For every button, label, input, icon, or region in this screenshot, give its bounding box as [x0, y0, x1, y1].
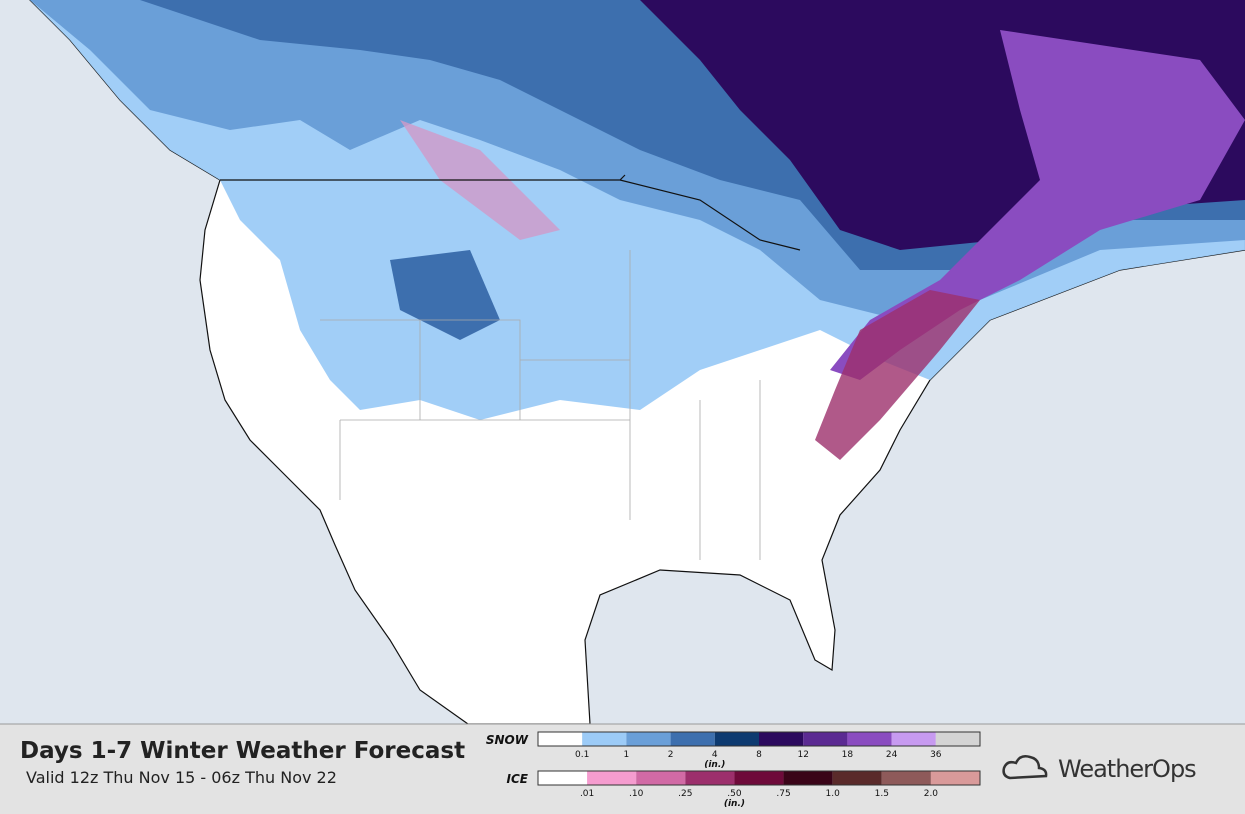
ice-swatch	[832, 771, 882, 785]
snow-tick: 18	[842, 750, 854, 760]
snow-tick: 12	[797, 750, 808, 760]
ice-swatch	[636, 771, 686, 785]
state-lines	[320, 250, 761, 560]
ice-swatch	[538, 771, 588, 785]
snow-frame	[537, 731, 981, 747]
ice-tick: 2.0	[924, 789, 939, 799]
ice-swatch	[783, 771, 833, 785]
ice-tick: .25	[678, 789, 692, 799]
snow-swatch	[847, 732, 892, 746]
snow-tick: 1	[624, 750, 630, 760]
snow-swatch	[582, 732, 627, 746]
brand: WeatherOps	[1058, 755, 1196, 783]
ice-swatch	[881, 771, 931, 785]
legend: 0.1 1 2 4 8 12 18 24 36(in.).01.10.25.50.75 1.0 1.…	[537, 731, 981, 809]
ice-label: ICE	[507, 772, 529, 786]
snow-tick: 0.1	[575, 750, 589, 760]
ice-unit: (in.)	[724, 799, 745, 809]
ice-swatch	[685, 771, 735, 785]
snow-swatch	[670, 732, 715, 746]
snow-label: SNOW	[486, 733, 529, 747]
snow-swatch	[538, 732, 583, 746]
snow-tick: 8	[756, 750, 762, 760]
ice-zone	[815, 290, 980, 460]
snow-swatch	[935, 732, 980, 746]
snow-swatch	[891, 732, 936, 746]
snow-swatch	[803, 732, 848, 746]
ice-tick: .10	[629, 789, 644, 799]
ice-swatch	[587, 771, 637, 785]
title: Days 1-7 Winter Weather Forecast	[20, 738, 465, 764]
snow-tick: 2	[668, 750, 674, 760]
snow-tick: 24	[886, 750, 898, 760]
ice-frame	[537, 770, 981, 786]
ice-tick: .75	[776, 789, 790, 799]
snow-tick: 36	[930, 750, 942, 760]
ice-swatch	[930, 771, 980, 785]
ice-swatch	[734, 771, 784, 785]
border	[220, 174, 801, 251]
snow-rockies	[390, 250, 500, 340]
snow-swatch	[714, 732, 759, 746]
ice-tick: .50	[727, 789, 742, 799]
logo: WeatherOps	[1002, 755, 1197, 783]
snow-swatch	[626, 732, 671, 746]
ice-tick: 1.0	[826, 789, 841, 799]
subtitle: Valid 12z Thu Nov 15 - 06z Thu Nov 22	[26, 768, 337, 787]
ice-tick: 1.5	[875, 789, 889, 799]
snow-swatch	[759, 732, 804, 746]
snow-unit: (in.)	[704, 760, 725, 770]
ice-tick: .01	[580, 789, 594, 799]
map	[0, 0, 1245, 725]
snow-tick: 4	[712, 750, 718, 760]
